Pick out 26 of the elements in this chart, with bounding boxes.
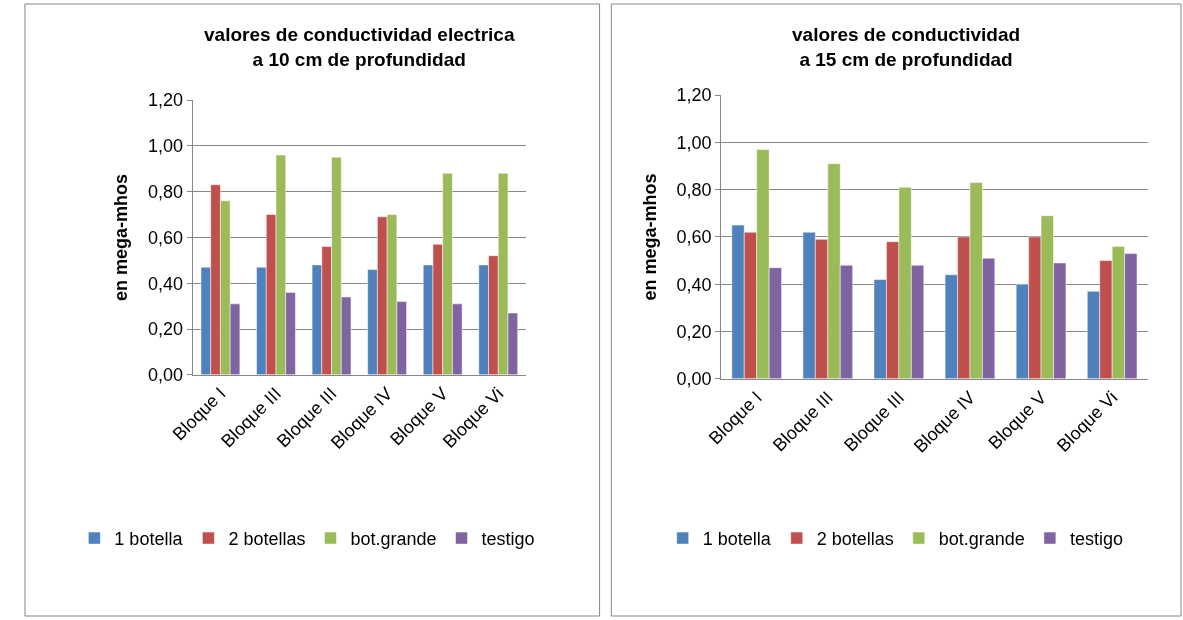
legend-label: 2 botellas: [816, 529, 894, 550]
y-tick-label: 0,80: [676, 179, 712, 200]
legend-label: testigo: [1069, 529, 1123, 550]
legend-label: testigo: [481, 529, 535, 550]
y-tick-label: 1,20: [147, 90, 184, 111]
legend-label: 1 botella: [114, 529, 184, 550]
y-tick-label: 0,40: [147, 273, 184, 294]
y-axis-title: en mega-mhos: [639, 173, 660, 301]
legend-label: bot.grande: [350, 529, 437, 550]
chart-title: valores de conductividad electrica a 10 cm de profundidad: [204, 24, 515, 70]
y-tick-label: 0,80: [147, 181, 184, 202]
y-tick-label: 1,00: [676, 132, 712, 153]
y-axis-title: en mega-mhos: [111, 173, 132, 301]
y-tick-label: 0,40: [676, 274, 712, 295]
y-tick-label: 0,00: [676, 369, 712, 390]
y-tick-label: 1,00: [147, 136, 184, 157]
legend-label: 2 botellas: [228, 529, 306, 550]
y-tick-label: 0,60: [676, 227, 712, 248]
y-tick-label: 0,60: [147, 227, 184, 248]
y-tick-label: 0,20: [676, 321, 712, 342]
y-tick-label: 0,00: [147, 365, 184, 386]
legend-label: 1 botella: [702, 529, 772, 550]
legend-label: bot.grande: [938, 529, 1025, 550]
y-tick-label: 1,20: [676, 85, 712, 106]
chart-title: valores de conductividad a 15 cm de profundidad: [792, 24, 1021, 70]
y-tick-label: 0,20: [147, 319, 184, 340]
